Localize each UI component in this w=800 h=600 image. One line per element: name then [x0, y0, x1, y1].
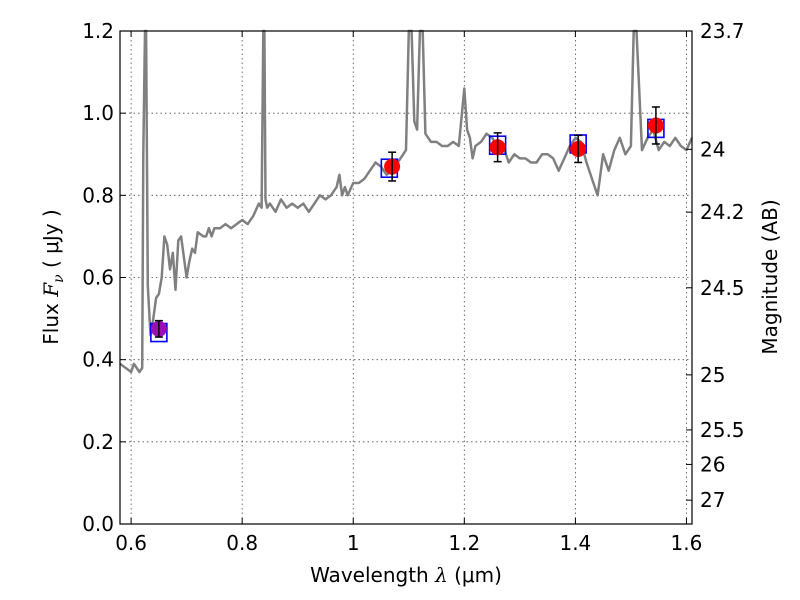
y2-tick-label: 24.5: [700, 276, 745, 300]
x-tick-label: 1.6: [671, 531, 703, 555]
y2-tick-label: 24.2: [700, 200, 745, 224]
y-tick-label: 0.2: [82, 430, 114, 454]
x-tick-label: 1: [347, 531, 360, 555]
y-tick-label: 0.8: [82, 183, 114, 207]
y2-tick-label: 25.5: [700, 418, 745, 442]
y-tick-label: 0.0: [82, 512, 114, 536]
y-tick-label: 0.4: [82, 348, 114, 372]
data-points: [150, 106, 665, 343]
model-spectrum-line: [119, 29, 694, 374]
y2-axis-label: Magnitude (AB): [758, 199, 782, 354]
y2-tick-label: 27: [700, 488, 725, 512]
x-tick-label: 1.4: [559, 531, 591, 555]
y2-tick-label: 26: [700, 452, 725, 476]
y-tick-label: 1.2: [82, 19, 114, 43]
x-tick-label: 1.2: [448, 531, 480, 555]
y-axis-label: Flux Fν ( μJy ): [39, 209, 67, 344]
y2-tick-label: 25: [700, 363, 725, 387]
x-tick-label: 0.6: [115, 531, 147, 555]
x-tick-label: 0.8: [226, 531, 258, 555]
y-tick-label: 1.0: [82, 101, 114, 125]
y-tick-label: 0.6: [82, 266, 114, 290]
x-axis-label: Wavelength λ (μm): [310, 563, 502, 587]
y2-tick-label: 24: [700, 137, 725, 161]
axis-ticks: 0.6 0.8 1 1.2 1.4 1.6 0.0 0.2 0.4 0.6 0.8 1.0 1.2 23.…: [82, 19, 744, 555]
y2-tick-label: 23.7: [700, 19, 745, 43]
